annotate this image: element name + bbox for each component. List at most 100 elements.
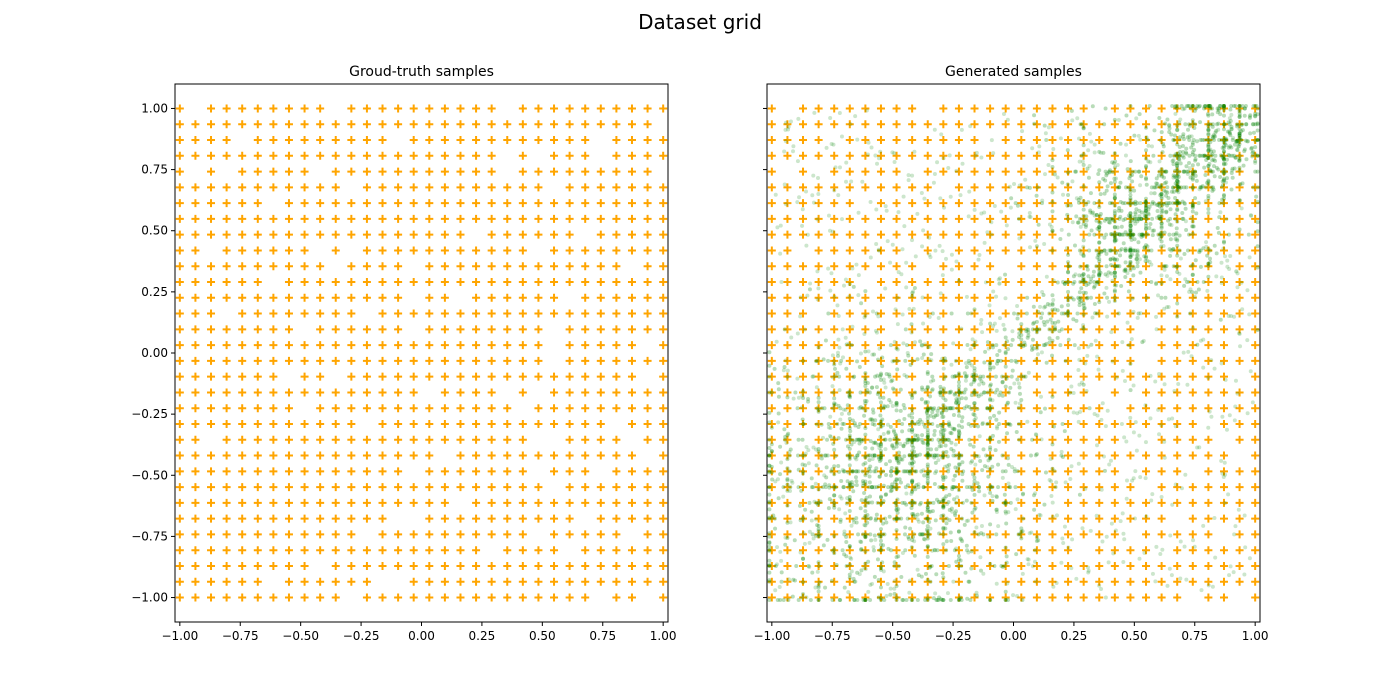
generated-sample-point [850, 324, 855, 329]
generated-sample-point [878, 434, 883, 439]
generated-sample-point [1206, 247, 1211, 252]
generated-sample-point [870, 418, 875, 423]
generated-sample-point [894, 455, 899, 460]
generated-sample-point [1097, 225, 1102, 230]
generated-sample-point [836, 463, 841, 468]
generated-sample-point [1112, 232, 1117, 237]
generated-sample-point [1124, 232, 1129, 237]
grid-sample-marker [1017, 435, 1026, 444]
generated-sample-point [767, 463, 772, 468]
generated-sample-point [1199, 588, 1204, 593]
grid-sample-marker [1032, 419, 1041, 428]
generated-sample-point [1112, 257, 1117, 262]
generated-sample-point [1097, 168, 1102, 173]
grid-sample-marker [409, 104, 418, 113]
grid-sample-marker [845, 183, 854, 192]
generated-sample-point [1003, 597, 1008, 602]
generated-sample-point [1206, 207, 1211, 212]
grid-sample-marker [1126, 167, 1135, 176]
generated-sample-point [1237, 109, 1242, 114]
generated-sample-point [1088, 191, 1093, 196]
grid-sample-marker [503, 577, 512, 586]
grid-sample-marker [269, 483, 278, 492]
generated-sample-point [946, 563, 951, 568]
grid-sample-marker [472, 419, 481, 428]
grid-sample-marker [783, 120, 792, 129]
grid-sample-marker [767, 419, 776, 428]
grid-sample-marker [1173, 435, 1182, 444]
grid-sample-marker [970, 561, 979, 570]
generated-sample-point [966, 579, 971, 584]
grid-sample-marker [799, 214, 808, 223]
generated-sample-point [779, 460, 784, 465]
grid-sample-marker [222, 120, 231, 129]
generated-sample-point [925, 370, 930, 375]
grid-sample-marker [1095, 546, 1104, 555]
generated-sample-point [1112, 298, 1117, 303]
generated-sample-point [1123, 153, 1128, 158]
generated-sample-point [785, 503, 790, 508]
grid-sample-marker [939, 309, 948, 318]
generated-sample-point [972, 366, 977, 371]
grid-sample-marker [1001, 151, 1010, 160]
generated-sample-point [1217, 138, 1222, 143]
grid-sample-marker [861, 467, 870, 476]
grid-sample-marker [238, 498, 247, 507]
generated-sample-point [911, 535, 916, 540]
grid-sample-marker [378, 325, 387, 334]
generated-sample-point [835, 421, 840, 426]
grid-sample-marker [986, 120, 995, 129]
generated-sample-point [1161, 169, 1166, 174]
grid-sample-marker [565, 498, 574, 507]
generated-sample-point [1117, 185, 1122, 190]
generated-sample-point [1119, 421, 1124, 426]
grid-sample-marker [316, 451, 325, 460]
generated-sample-point [860, 469, 865, 474]
generated-sample-point [941, 406, 946, 411]
generated-sample-point [1206, 263, 1211, 268]
grid-sample-marker [1017, 325, 1026, 334]
generated-sample-point [906, 437, 911, 442]
grid-sample-marker [472, 546, 481, 555]
generated-sample-point [895, 497, 900, 502]
generated-sample-point [1076, 197, 1081, 202]
generated-sample-point [767, 420, 772, 425]
grid-sample-marker [830, 230, 839, 239]
generated-sample-point [872, 453, 877, 458]
grid-sample-marker [409, 230, 418, 239]
generated-sample-point [985, 390, 990, 395]
grid-sample-marker [627, 120, 636, 129]
generated-sample-point [832, 484, 837, 489]
generated-sample-point [1158, 193, 1163, 198]
generated-sample-point [916, 421, 921, 426]
generated-sample-point [1120, 368, 1125, 373]
grid-sample-marker [472, 577, 481, 586]
grid-sample-marker [316, 309, 325, 318]
grid-sample-marker [1142, 309, 1151, 318]
generated-sample-point [810, 532, 815, 537]
generated-sample-point [925, 443, 930, 448]
grid-sample-marker [845, 341, 854, 350]
grid-sample-marker [1204, 467, 1213, 476]
generated-sample-point [1108, 181, 1113, 186]
generated-sample-point [925, 476, 930, 481]
generated-sample-point [1223, 472, 1228, 477]
generated-sample-point [1206, 196, 1211, 201]
grid-sample-marker [316, 372, 325, 381]
generated-sample-point [1126, 185, 1131, 190]
grid-sample-marker [1001, 356, 1010, 365]
grid-sample-marker [1204, 483, 1213, 492]
grid-sample-marker [986, 341, 995, 350]
y-tick-label: −0.25 [131, 407, 168, 421]
generated-sample-point [816, 527, 821, 532]
generated-sample-point [921, 441, 926, 446]
generated-sample-point [1061, 192, 1066, 197]
generated-sample-point [838, 361, 843, 366]
grid-sample-marker [378, 451, 387, 460]
generated-sample-point [997, 316, 1002, 321]
generated-sample-point [815, 217, 820, 222]
generated-sample-point [940, 485, 945, 490]
generated-sample-point [861, 462, 866, 467]
generated-sample-point [863, 497, 868, 502]
generated-sample-point [825, 537, 830, 542]
